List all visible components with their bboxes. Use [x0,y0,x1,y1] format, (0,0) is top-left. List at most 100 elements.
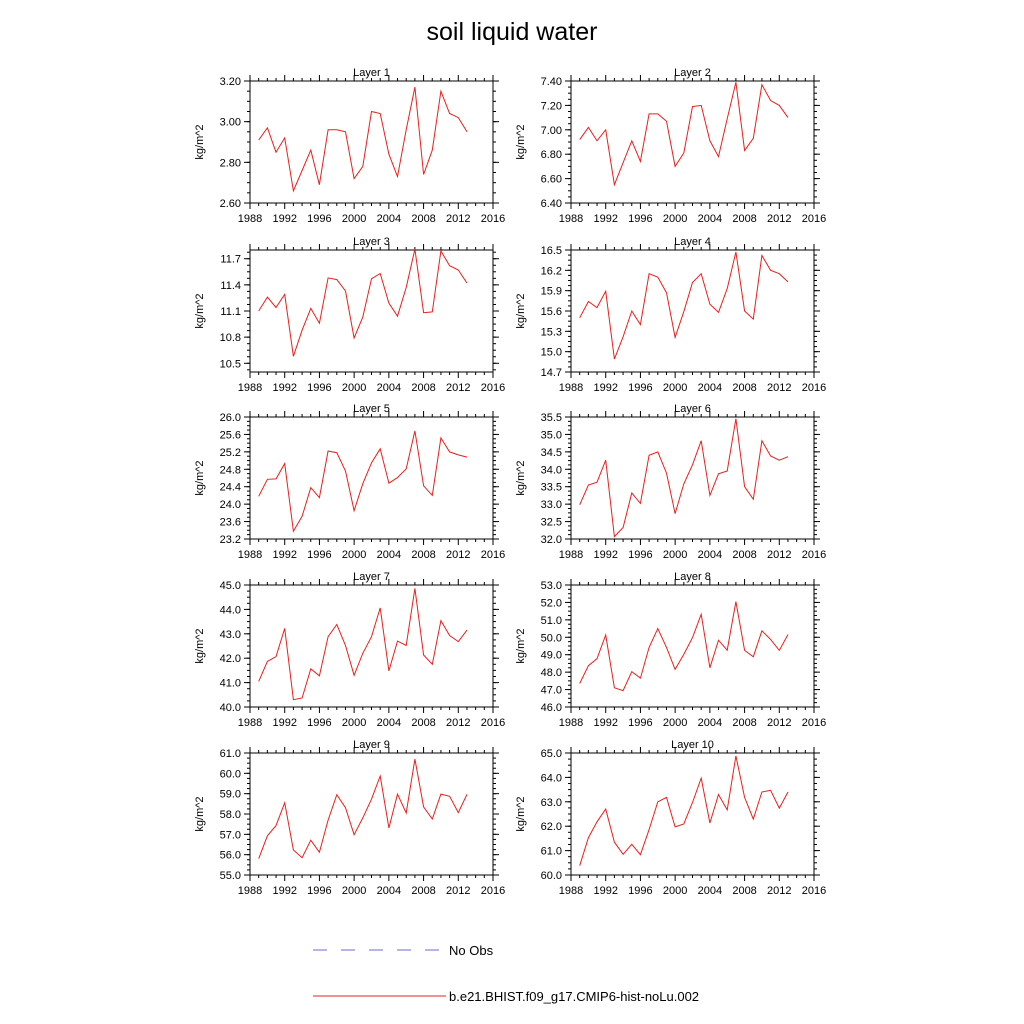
y-tick-label: 34.0 [541,464,562,476]
panel-title: Layer 5 [353,403,390,415]
y-axis-label: kg/m^2 [515,460,527,495]
x-tick-label: 1996 [307,885,331,897]
y-tick-label: 59.0 [220,789,241,801]
y-axis-label: kg/m^2 [515,124,527,159]
x-tick-label: 2016 [802,885,826,897]
panel-frame [570,249,815,373]
series-line [579,755,789,866]
panel-title: Layer 1 [353,67,390,79]
x-tick-label: 1988 [238,549,262,561]
y-tick-label: 50.0 [541,632,562,644]
x-tick-label: 2000 [342,885,366,897]
panel-layer-3: Layer 3 kg/m^2 1988 1992 1996 2000 2004 2008 201… [194,236,505,394]
x-tick-label: 2016 [802,382,826,394]
x-tick-label: 2004 [377,549,401,561]
x-tick-label: 2000 [342,717,366,729]
y-tick-label: 15.6 [541,306,562,318]
panel-layer-4: Layer 4 kg/m^2 1988 1992 1996 2000 2004 2008 201… [515,236,826,394]
x-tick-label: 2000 [663,717,687,729]
panel-layer-7: Layer 7 kg/m^2 1988 1992 1996 2000 2004 2008 201… [194,571,505,729]
x-tick-label: 2000 [663,213,687,225]
y-axis-label: kg/m^2 [194,628,206,663]
y-tick-label: 15.3 [541,326,562,338]
x-tick-label: 1988 [238,213,262,225]
x-tick-label: 2008 [411,717,435,729]
y-axis-label: kg/m^2 [194,460,206,495]
y-tick-label: 60.0 [541,870,562,882]
panel-layer-9: Layer 9 kg/m^2 1988 1992 1996 2000 2004 2008 201… [194,739,505,897]
y-tick-label: 65.0 [541,748,562,760]
x-tick-label: 2004 [698,885,722,897]
y-tick-label: 45.0 [220,580,241,592]
x-tick-label: 1996 [307,549,331,561]
chart-title: soil liquid water [427,18,598,46]
y-tick-label: 41.0 [220,678,241,690]
y-tick-label: 49.0 [541,650,562,662]
panel-layer-2: Layer 2 kg/m^2 1988 1992 1996 2000 2004 2008 201… [515,67,826,225]
panel-layer-1: Layer 1 kg/m^2 1988 1992 1996 2000 2004 2008 201… [194,67,505,225]
series-line [258,248,468,357]
y-tick-label: 24.0 [220,499,241,511]
y-tick-label: 62.0 [541,821,562,833]
x-tick-label: 2004 [698,717,722,729]
y-tick-label: 10.5 [220,358,241,370]
x-tick-label: 1996 [628,382,652,394]
x-tick-label: 2008 [411,549,435,561]
y-tick-label: 25.2 [220,447,241,459]
panel-title: Layer 6 [674,403,711,415]
x-tick-label: 2008 [411,213,435,225]
y-tick-label: 63.0 [541,797,562,809]
x-tick-label: 2012 [446,382,470,394]
y-tick-label: 23.6 [220,517,241,529]
y-tick-label: 6.40 [541,198,562,210]
x-tick-label: 2000 [342,213,366,225]
x-tick-label: 2012 [767,717,791,729]
x-tick-label: 1996 [628,717,652,729]
y-tick-label: 15.9 [541,286,562,298]
y-tick-label: 46.0 [541,702,562,714]
panel-frame [249,80,494,204]
y-tick-label: 6.60 [541,174,562,186]
panel-frame [249,249,494,373]
panel-title: Layer 9 [353,739,390,751]
y-tick-label: 2.60 [220,198,241,210]
x-tick-label: 2012 [446,213,470,225]
y-tick-label: 24.8 [220,464,241,476]
x-tick-label: 1996 [628,549,652,561]
y-tick-label: 44.0 [220,604,241,616]
y-tick-label: 64.0 [541,772,562,784]
x-tick-label: 2008 [732,885,756,897]
x-tick-label: 1988 [559,885,583,897]
x-tick-label: 2000 [663,885,687,897]
x-tick-label: 1992 [593,382,617,394]
x-tick-label: 2008 [411,885,435,897]
x-tick-label: 1988 [559,717,583,729]
y-tick-label: 61.0 [220,748,241,760]
x-tick-label: 1988 [238,885,262,897]
y-tick-label: 15.0 [541,347,562,359]
x-tick-label: 1996 [628,885,652,897]
y-tick-label: 2.80 [220,157,241,169]
x-tick-label: 1988 [559,549,583,561]
y-tick-label: 7.20 [541,100,562,112]
panel-layer-10: Layer 10 kg/m^2 1988 1992 1996 2000 2004 2008 20… [515,739,826,897]
x-tick-label: 1992 [272,213,296,225]
x-tick-label: 2016 [802,549,826,561]
y-tick-label: 40.0 [220,702,241,714]
x-tick-label: 2016 [481,717,505,729]
y-tick-label: 61.0 [541,846,562,858]
y-tick-label: 52.0 [541,597,562,609]
legend: No Obs b.e21.BHIST.f09_g17.CMIP6-hist-no… [313,943,699,1004]
panel-layer-5: Layer 5 kg/m^2 1988 1992 1996 2000 2004 2008 201… [194,403,505,561]
y-tick-label: 35.0 [541,429,562,441]
x-tick-label: 1988 [238,382,262,394]
y-tick-label: 32.5 [541,517,562,529]
y-tick-label: 25.6 [220,429,241,441]
panel-layer-6: Layer 6 kg/m^2 1988 1992 1996 2000 2004 2008 201… [515,403,826,561]
y-tick-label: 55.0 [220,870,241,882]
panel-layer-8: Layer 8 kg/m^2 1988 1992 1996 2000 2004 2008 201… [515,571,826,729]
panel-title: Layer 4 [674,236,711,248]
y-tick-label: 7.40 [541,76,562,88]
x-tick-label: 2004 [698,549,722,561]
x-tick-label: 2012 [767,213,791,225]
